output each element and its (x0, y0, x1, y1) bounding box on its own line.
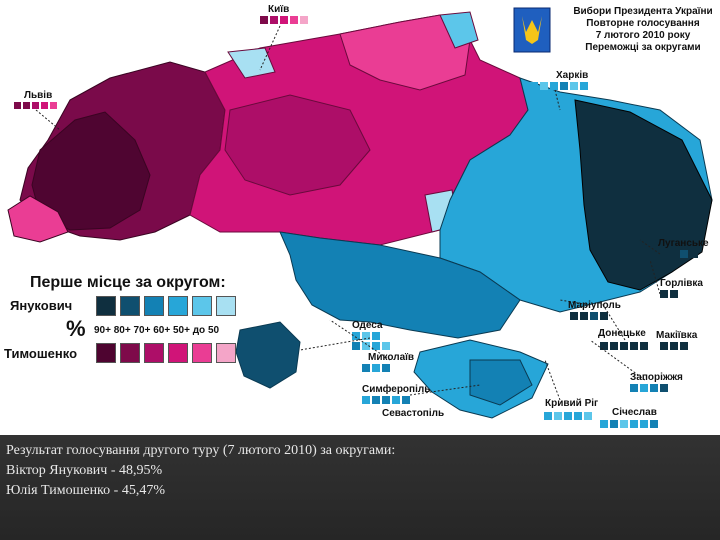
kharkiv-swatches (530, 82, 588, 90)
yanukovych-swatch-5 (192, 296, 212, 316)
yanukovych-swatch-3 (144, 296, 164, 316)
region-kyiv-light (227, 47, 276, 79)
horlivka-swatches (660, 290, 678, 298)
map-title-line3: 7 лютого 2010 року (595, 30, 691, 41)
ukraine-electoral-map (7, 7, 713, 428)
label-mykolaiv: Миколаїв (368, 352, 415, 363)
tymoshenko-swatch-2 (120, 343, 140, 363)
label-luhansk: Луганське (658, 238, 709, 249)
luhansk-swatches (660, 250, 698, 258)
label-odesa: Одеса (352, 320, 383, 331)
zaporizhzhia-swatches (630, 384, 668, 392)
tymoshenko-swatch-1 (96, 343, 116, 363)
lviv-swatches (14, 102, 57, 109)
donetsk-swatches (600, 342, 688, 350)
kryvyi-rih-swatches (544, 412, 592, 420)
legend-title: Перше місце за округом: (30, 274, 226, 291)
region-crimea-dark (469, 359, 533, 406)
legend-percent-sign: % (66, 316, 86, 341)
odesa-swatches (352, 332, 390, 350)
legend-candidate-yanukovych: Янукович (10, 298, 73, 313)
region-chernihiv-light (439, 11, 479, 49)
region-transcarpathia (7, 195, 69, 243)
yanukovych-swatch-2 (120, 296, 140, 316)
caption-line-1: Результат голосування другого туру (7 лю… (6, 443, 396, 458)
region-odesa (235, 321, 301, 389)
region-north-light (339, 14, 471, 91)
region-center-dark (224, 94, 371, 196)
leader-lines (35, 25, 661, 401)
map-title-line2: Повторне голосування (586, 18, 700, 29)
label-kharkiv: Харків (556, 70, 589, 81)
sichoslav-swatches (600, 420, 658, 428)
label-zaporizhzhia: Запоріжжя (630, 372, 683, 383)
map-title-line4: Переможці за округами (585, 42, 701, 53)
yanukovych-swatch-6 (216, 296, 236, 316)
label-lviv: Львів (24, 90, 53, 101)
tymoshenko-swatch-6 (216, 343, 236, 363)
legend-thresholds: 90+ 80+ 70+ 60+ 50+ до 50 (94, 325, 220, 336)
kyiv-swatches (260, 16, 308, 24)
label-donetsk: Донецьке (598, 328, 646, 339)
label-sevastopol: Севастопіль (382, 408, 445, 419)
label-mariupol: Маріуполь (568, 300, 621, 311)
tymoshenko-swatch-3 (144, 343, 164, 363)
caption-line-2: Віктор Янукович - 48,95% (6, 463, 163, 478)
trident-icon (522, 16, 542, 44)
tymoshenko-swatch-5 (192, 343, 212, 363)
mariupol-swatches (570, 312, 608, 320)
yanukovych-swatch-4 (168, 296, 188, 316)
simferopol-swatches (362, 396, 410, 404)
label-simferopol: Симферопіль (362, 384, 431, 395)
label-kyiv: Київ (268, 4, 290, 15)
caption-panel: Результат голосування другого туру (7 лю… (0, 435, 720, 540)
label-horlivka: Горлівка (660, 278, 703, 289)
label-makiivka: Макіївка (656, 330, 698, 341)
label-kryvyi-rih: Кривий Ріг (545, 398, 599, 409)
legend-candidate-tymoshenko: Тимошенко (4, 346, 78, 361)
yanukovych-swatch-1 (96, 296, 116, 316)
tymoshenko-swatch-4 (168, 343, 188, 363)
mykolaiv-swatches (362, 364, 390, 372)
map-title-line1: Вибори Президента України (573, 6, 713, 17)
caption-line-3: Юлія Тимошенко - 45,47% (6, 483, 165, 498)
region-south (279, 231, 521, 339)
label-sichoslav: Січеслав (612, 407, 657, 418)
